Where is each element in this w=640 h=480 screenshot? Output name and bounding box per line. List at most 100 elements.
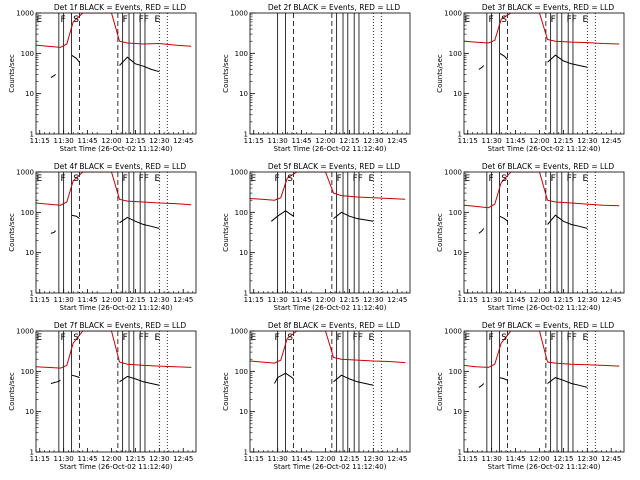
y-tick-label: 1 [458,449,462,457]
detector-panel: Det 6f BLACK = Events, RED = LLD 1 10 100 10… [436,162,625,312]
y-tick-label: 100 [21,368,34,376]
region-label: F [60,15,65,25]
events-series-line [119,375,160,386]
y-tick-label: 10 [239,408,248,416]
x-tick-label: 12:00 [101,296,121,304]
x-tick-label: 12:00 [315,296,335,304]
region-label: E [369,333,375,343]
marker-lines [277,13,382,134]
events-series-line [499,215,508,222]
x-tick-label: 12:00 [101,137,121,145]
events-series-line [547,54,588,68]
y-axis-label: Counts/sec [8,54,16,93]
y-tick-label: 10 [453,408,462,416]
series-group [250,331,406,386]
x-tick-label: 12:45 [387,137,407,145]
series-group [464,331,620,388]
region-label: FF [139,333,149,343]
events-series-line [50,230,57,234]
y-tick-label: 100 [235,209,248,217]
x-tick-label: 11:30 [54,455,74,463]
region-label: F [123,15,128,25]
series-group [36,13,192,79]
y-tick-label: 10 [453,249,462,257]
lld-series-line [464,331,620,368]
x-tick-label: 11:45 [291,296,311,304]
events-series-line [119,216,160,229]
region-label: F [551,333,556,343]
x-axis-label: Start Time (26-Oct-02 11:12:40) [488,304,601,312]
panel-title: Det 6f BLACK = Events, RED = LLD [482,162,615,171]
y-tick-label: 1000 [444,328,462,336]
region-label: F [551,15,556,25]
x-tick-label: 11:45 [77,455,97,463]
region-label: S [73,174,79,184]
detector-panel: Det 4f BLACK = Events, RED = LLD 1 10 100 10… [8,162,197,312]
x-tick-label: 12:00 [529,296,549,304]
x-tick-label: 11:30 [482,455,502,463]
lld-series-line [250,172,406,201]
x-axis-label: Start Time (26-Oct-02 11:12:40) [488,145,601,153]
region-label: FF [353,333,363,343]
region-label: E [155,174,161,184]
region-label: S [501,333,507,343]
region-label: E [155,15,161,25]
y-axis-label: Counts/sec [436,372,444,411]
plot-frame [35,12,197,135]
plot-frame [463,171,625,294]
region-label: E [251,333,257,343]
x-tick-label: 12:15 [125,137,145,145]
x-tick-label: 12:15 [339,137,359,145]
region-label: S [287,333,293,343]
x-tick-label: 11:45 [291,137,311,145]
series-group [36,331,192,386]
x-tick-label: 11:30 [482,137,502,145]
panel-title: Det 8f BLACK = Events, RED = LLD [268,321,401,330]
marker-lines [58,172,168,293]
x-tick-label: 11:45 [77,296,97,304]
x-tick-label: 12:30 [363,296,383,304]
lld-series-line [464,172,620,209]
y-tick-label: 100 [449,368,462,376]
y-tick-label: 100 [21,209,34,217]
x-tick-label: 12:45 [601,296,621,304]
region-label: F [274,333,279,343]
x-tick-label: 12:30 [149,137,169,145]
y-axis-label: Counts/sec [222,54,230,93]
detector-panel: Det 9f BLACK = Events, RED = LLD 1 10 100 10… [436,321,625,471]
region-label: F [488,333,493,343]
plot-frame [463,330,625,453]
x-tick-label: 11:45 [291,455,311,463]
y-axis-label: Counts/sec [8,372,16,411]
x-tick-label: 11:15 [244,296,264,304]
region-label: F [488,174,493,184]
x-tick-label: 11:30 [54,137,74,145]
marker-lines [58,331,168,452]
x-tick-label: 11:15 [30,296,50,304]
events-series-line [478,383,485,388]
y-tick-label: 1000 [444,169,462,177]
x-tick-label: 11:45 [77,137,97,145]
y-axis-label: Counts/sec [436,54,444,93]
detector-panel: Det 2f BLACK = Events, RED = LLD 1 10 100 10… [222,3,411,153]
region-label: F [274,174,279,184]
lld-series-line [36,172,192,206]
plot-frame [249,330,411,453]
plot-frame [249,171,411,294]
x-tick-label: 12:45 [387,455,407,463]
lld-series-line [464,13,620,45]
marker-lines [486,172,596,293]
y-tick-label: 1 [244,449,248,457]
panel-title: Det 1f BLACK = Events, RED = LLD [54,3,187,12]
lld-series-line [250,331,406,364]
y-tick-label: 1000 [16,10,34,18]
x-tick-label: 12:15 [125,455,145,463]
x-tick-label: 12:30 [577,296,597,304]
x-tick-label: 11:30 [268,455,288,463]
y-tick-label: 1 [244,290,248,298]
y-tick-label: 10 [25,408,34,416]
y-tick-label: 1 [30,449,34,457]
detector-panel: Det 7f BLACK = Events, RED = LLD 1 10 100 10… [8,321,197,471]
marker-lines [486,13,596,134]
